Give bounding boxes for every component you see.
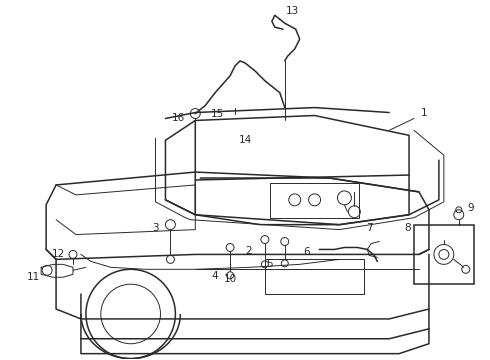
Bar	[265, 260, 365, 294]
Bar	[270, 183, 359, 218]
Text: 14: 14	[238, 135, 252, 145]
Text: 7: 7	[366, 222, 372, 233]
Bar	[414, 225, 474, 284]
Text: 3: 3	[152, 222, 159, 233]
Text: 11: 11	[26, 272, 40, 282]
Text: 9: 9	[467, 203, 474, 213]
Text: 2: 2	[245, 247, 252, 256]
Text: 10: 10	[223, 274, 237, 284]
Text: 16: 16	[172, 113, 185, 123]
Text: 13: 13	[286, 6, 299, 16]
Text: 6: 6	[303, 247, 310, 257]
Text: 12: 12	[51, 249, 65, 260]
Text: 1: 1	[421, 108, 427, 117]
Text: 15: 15	[211, 108, 224, 118]
Text: 4: 4	[212, 271, 219, 281]
Text: 8: 8	[404, 222, 411, 233]
Text: 5: 5	[267, 259, 273, 269]
